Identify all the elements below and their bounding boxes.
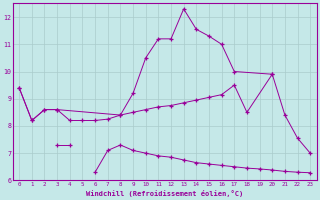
X-axis label: Windchill (Refroidissement éolien,°C): Windchill (Refroidissement éolien,°C) [86, 190, 243, 197]
